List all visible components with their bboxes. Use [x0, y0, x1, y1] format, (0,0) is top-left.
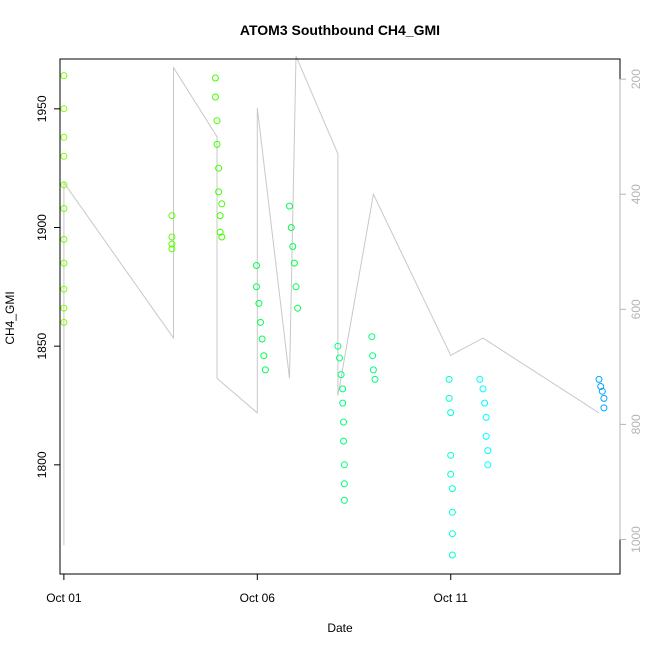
- plot-frame: [59, 58, 621, 575]
- data-point: [340, 461, 348, 469]
- data-point: [595, 375, 603, 383]
- data-point: [218, 233, 226, 241]
- data-point: [260, 352, 268, 360]
- data-point: [339, 385, 347, 393]
- data-point: [482, 413, 490, 421]
- x-tick-label: Oct 11: [434, 591, 469, 605]
- y2-tick-label: 1000: [629, 526, 643, 553]
- data-point: [215, 164, 223, 172]
- chart-title: ATOM3 Southbound CH4_GMI: [240, 22, 440, 38]
- data-point: [60, 105, 68, 113]
- data-point: [258, 335, 266, 343]
- data-point: [168, 245, 176, 253]
- data-point: [339, 399, 347, 407]
- data-point: [476, 375, 484, 383]
- y2-tick-label: 200: [629, 69, 643, 89]
- data-point: [255, 299, 263, 307]
- data-point: [215, 188, 223, 196]
- data-point: [597, 383, 605, 390]
- data-point: [598, 387, 606, 395]
- data-point: [60, 304, 68, 312]
- data-point: [60, 285, 68, 293]
- data-point: [340, 496, 348, 504]
- data-point: [289, 243, 297, 250]
- data-point: [336, 354, 343, 362]
- x-tick-label: Oct 06: [240, 591, 276, 605]
- y2-axis: 200 400 600 800 1000: [619, 69, 643, 553]
- x-tick-label: Oct 01: [46, 591, 82, 605]
- data-point: [448, 530, 456, 538]
- data-point: [448, 551, 456, 559]
- data-point: [168, 212, 176, 220]
- data-point: [334, 342, 342, 350]
- y-axis: 1800 1850 1900 1950: [35, 95, 61, 478]
- data-point: [286, 202, 293, 210]
- data-point: [445, 375, 453, 383]
- data-point: [369, 352, 377, 360]
- data-point: [253, 262, 260, 269]
- data-point: [445, 394, 453, 402]
- data-point: [484, 447, 492, 455]
- data-point: [371, 375, 379, 383]
- data-point: [287, 224, 295, 231]
- data-point: [257, 318, 264, 326]
- data-point: [448, 485, 456, 493]
- y-axis-label: CH4_GMI: [3, 291, 17, 344]
- data-point: [482, 432, 490, 440]
- x-axis-label: Date: [327, 621, 353, 635]
- data-point: [211, 74, 219, 82]
- data-point: [447, 451, 455, 459]
- data-point: [340, 480, 348, 488]
- y-tick-label: 1900: [35, 214, 49, 241]
- data-point: [60, 152, 68, 160]
- x-axis: Oct 01 Oct 06 Oct 11: [46, 573, 469, 605]
- data-point: [60, 259, 68, 267]
- data-point: [600, 394, 608, 402]
- data-point: [60, 72, 68, 80]
- data-point: [484, 461, 492, 469]
- data-point: [337, 371, 345, 379]
- y-tick-label: 1950: [35, 95, 49, 122]
- data-point: [216, 228, 224, 236]
- data-point: [60, 133, 68, 141]
- data-point: [218, 200, 226, 208]
- data-point: [60, 318, 68, 326]
- data-point: [368, 333, 376, 341]
- data-point: [479, 385, 487, 393]
- y2-tick-label: 400: [629, 184, 643, 204]
- data-point: [340, 418, 347, 426]
- data-point: [292, 283, 300, 291]
- data-point: [294, 304, 302, 312]
- data-point: [213, 140, 221, 148]
- y-tick-label: 1850: [35, 332, 49, 359]
- data-point: [481, 399, 489, 407]
- data-point: [60, 235, 68, 243]
- y2-tick-label: 600: [629, 299, 643, 319]
- y2-tick-label: 800: [629, 414, 643, 434]
- data-point: [261, 366, 269, 374]
- data-point: [369, 366, 377, 374]
- data-point: [290, 259, 298, 267]
- data-point: [447, 409, 455, 417]
- data-point: [340, 437, 347, 445]
- data-point: [448, 508, 456, 516]
- data-point: [253, 283, 260, 291]
- data-point: [600, 404, 608, 412]
- y-tick-label: 1800: [35, 451, 49, 478]
- data-point: [168, 240, 176, 248]
- data-point: [213, 117, 221, 125]
- data-point: [168, 233, 176, 241]
- data-point: [447, 470, 455, 478]
- data-point: [211, 93, 219, 101]
- plot-area: [60, 55, 608, 559]
- data-point: [216, 212, 224, 220]
- data-point: [60, 181, 68, 189]
- data-point: [60, 205, 68, 212]
- series-line: [63, 55, 600, 546]
